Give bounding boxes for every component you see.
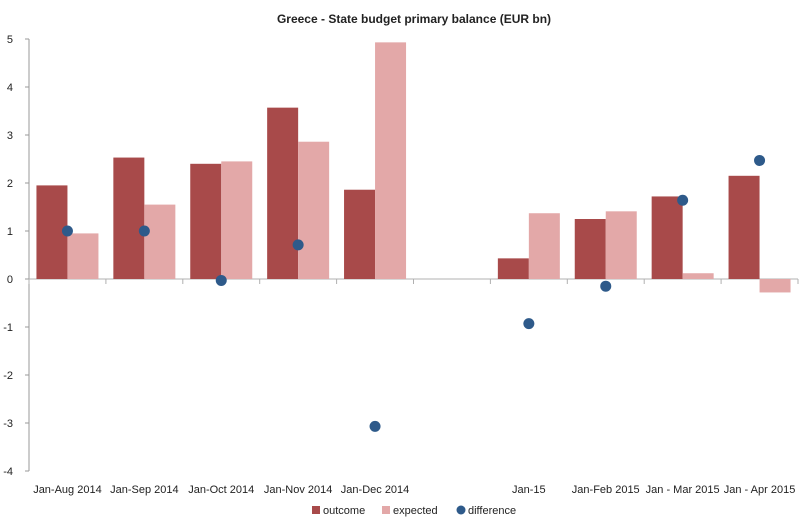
bar-expected <box>298 141 330 279</box>
bar-expected <box>759 279 791 293</box>
point-difference <box>754 154 766 166</box>
legend-swatch-outcome <box>312 506 320 514</box>
legend-label-outcome: outcome <box>323 505 365 517</box>
bar-expected <box>144 204 176 279</box>
x-tick-label: Jan-Sep 2014 <box>110 484 179 496</box>
point-difference <box>677 194 689 206</box>
x-tick-label: Jan-Dec 2014 <box>341 484 410 496</box>
bar-expected <box>605 211 637 279</box>
x-tick-label: Jan - Mar 2015 <box>646 484 720 496</box>
bar-outcome <box>190 163 222 279</box>
bar-expected <box>221 161 253 279</box>
y-tick-label: 1 <box>7 226 13 238</box>
point-difference <box>600 280 612 292</box>
point-difference <box>292 239 304 251</box>
chart-title: Greece - State budget primary balance (E… <box>277 12 551 26</box>
bar-expected <box>682 273 714 279</box>
legend-swatch-difference <box>456 505 466 515</box>
bar-expected <box>528 213 560 279</box>
bar-outcome <box>113 157 145 279</box>
bar-outcome <box>344 189 376 279</box>
y-tick-label: 2 <box>7 178 13 190</box>
y-tick-label: 3 <box>7 130 13 142</box>
x-tick-label: Jan-15 <box>512 484 546 496</box>
y-tick-label: 5 <box>7 34 13 46</box>
y-tick-label: 4 <box>7 82 13 94</box>
legend: outcome expected difference <box>312 505 516 517</box>
legend-label-expected: expected <box>393 505 438 517</box>
x-tick-label: Jan-Nov 2014 <box>264 484 333 496</box>
y-tick-label: 0 <box>7 274 13 286</box>
x-tick-label: Jan-Oct 2014 <box>188 484 254 496</box>
point-difference <box>523 318 535 330</box>
bar-outcome <box>497 258 529 279</box>
y-tick-label: -1 <box>3 322 13 334</box>
x-axis-labels: Jan-Aug 2014 Jan-Sep 2014 Jan-Oct 2014 Jan-… <box>33 484 795 496</box>
bar-outcome <box>651 196 683 279</box>
x-tick-label: Jan - Apr 2015 <box>724 484 796 496</box>
point-difference <box>369 420 381 432</box>
point-difference <box>61 225 73 237</box>
x-tick-label: Jan-Feb 2015 <box>572 484 640 496</box>
bar-outcome <box>574 219 606 279</box>
y-tick-label: -2 <box>3 370 13 382</box>
y-tick-label: -3 <box>3 418 13 430</box>
legend-label-difference: difference <box>468 505 516 517</box>
legend-swatch-expected <box>382 506 390 514</box>
y-tick-label: -4 <box>3 466 13 478</box>
bar-outcome <box>728 175 760 279</box>
point-difference <box>215 274 227 286</box>
bar-expected <box>375 42 407 279</box>
point-difference <box>138 225 150 237</box>
difference-markers <box>61 154 766 432</box>
x-tick-label: Jan-Aug 2014 <box>33 484 102 496</box>
bar-outcome <box>267 107 299 279</box>
bars <box>36 42 791 293</box>
bar-expected <box>67 233 99 279</box>
